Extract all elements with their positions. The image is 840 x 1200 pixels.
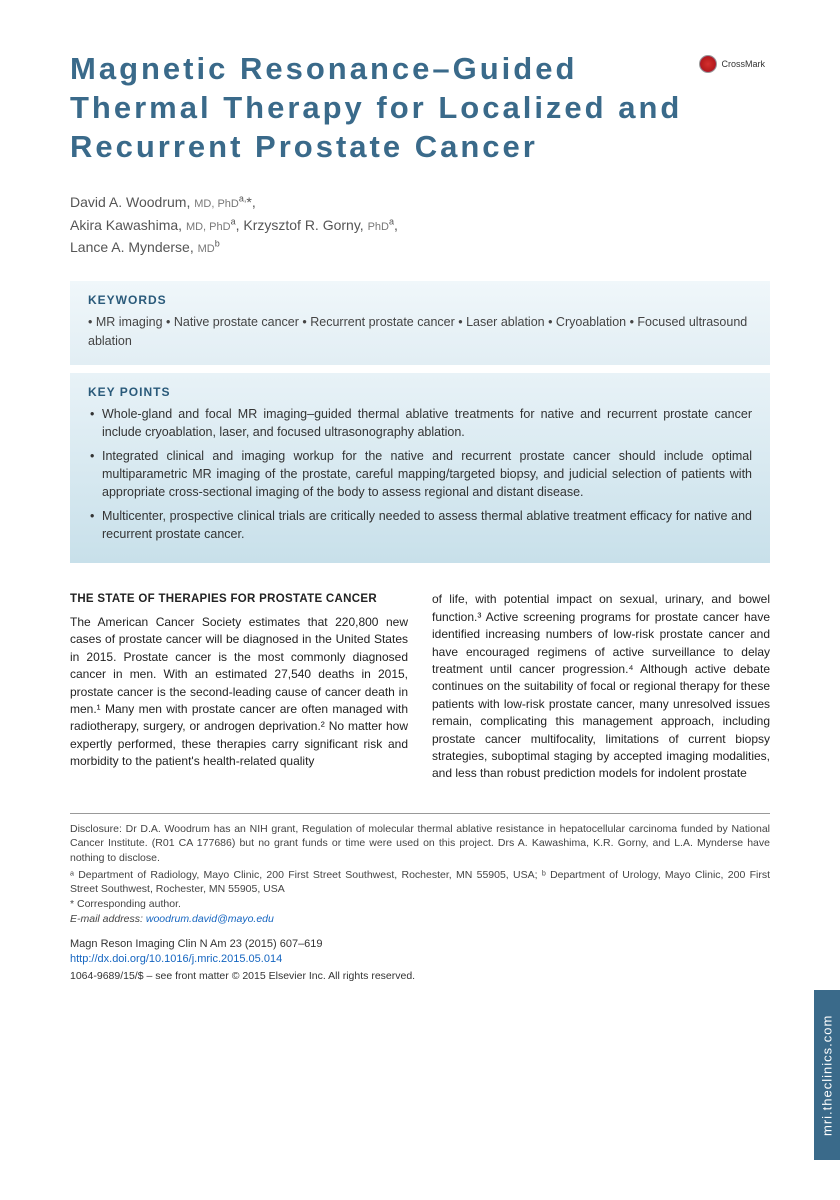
keypoints-heading: KEY POINTS — [88, 385, 752, 399]
keywords-heading: KEYWORDS — [88, 293, 752, 307]
body-paragraph: The American Cancer Society estimates th… — [70, 614, 408, 771]
keypoints-list: Whole-gland and focal MR imaging–guided … — [88, 405, 752, 544]
journal-citation: Magn Reson Imaging Clin N Am 23 (2015) 6… — [70, 937, 770, 952]
column-right: of life, with potential impact on sexual… — [432, 591, 770, 782]
copyright-line: 1064-9689/15/$ – see front matter © 2015… — [70, 969, 770, 984]
email-link[interactable]: woodrum.david@mayo.edu — [146, 913, 274, 925]
keypoint-item: Whole-gland and focal MR imaging–guided … — [88, 405, 752, 441]
journal-url-tab[interactable]: mri.theclinics.com — [814, 990, 840, 1160]
disclosure-text: Disclosure: Dr D.A. Woodrum has an NIH g… — [70, 822, 770, 866]
author-list: David A. Woodrum, MD, PhDa,*, Akira Kawa… — [70, 191, 770, 259]
author: David A. Woodrum, MD, PhDa,* — [70, 194, 252, 210]
affiliations-text: ᵃ Department of Radiology, Mayo Clinic, … — [70, 868, 770, 897]
crossmark-icon — [699, 55, 717, 73]
author: Lance A. Mynderse, MDb — [70, 239, 220, 255]
footer-block: Disclosure: Dr D.A. Woodrum has an NIH g… — [70, 813, 770, 984]
keywords-box: KEYWORDS • MR imaging • Native prostate … — [70, 281, 770, 365]
corresponding-author: * Corresponding author. — [70, 897, 770, 912]
crossmark-badge[interactable]: CrossMark — [699, 55, 765, 73]
body-paragraph: of life, with potential impact on sexual… — [432, 591, 770, 782]
doi-link[interactable]: http://dx.doi.org/10.1016/j.mric.2015.05… — [70, 952, 770, 967]
section-heading: THE STATE OF THERAPIES FOR PROSTATE CANC… — [70, 591, 408, 608]
keywords-text: • MR imaging • Native prostate cancer • … — [88, 313, 752, 351]
author: Akira Kawashima, MD, PhDa — [70, 217, 236, 233]
body-text: THE STATE OF THERAPIES FOR PROSTATE CANC… — [70, 591, 770, 782]
keypoint-item: Integrated clinical and imaging workup f… — [88, 447, 752, 501]
keypoints-box: KEY POINTS Whole-gland and focal MR imag… — [70, 373, 770, 564]
crossmark-label: CrossMark — [721, 59, 765, 69]
column-left: THE STATE OF THERAPIES FOR PROSTATE CANC… — [70, 591, 408, 782]
keypoint-item: Multicenter, prospective clinical trials… — [88, 507, 752, 543]
author: Krzysztof R. Gorny, PhDa — [243, 217, 394, 233]
article-title: Magnetic Resonance–Guided Thermal Therap… — [70, 50, 710, 166]
email-line: E-mail address: woodrum.david@mayo.edu — [70, 912, 770, 927]
